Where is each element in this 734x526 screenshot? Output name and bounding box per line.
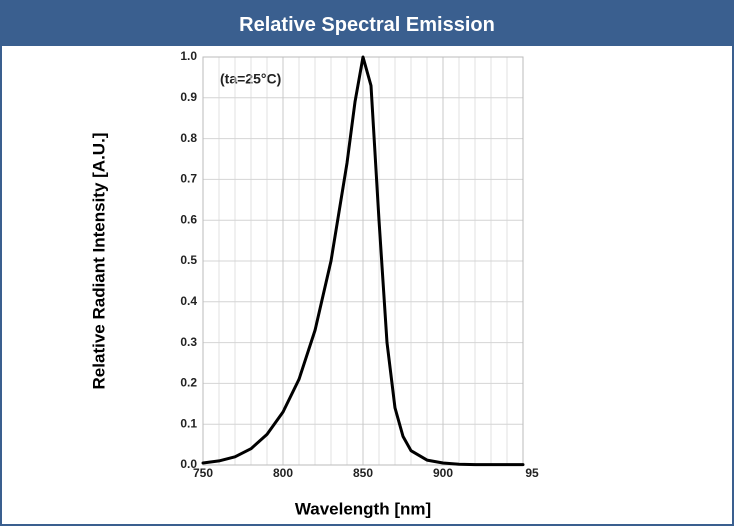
y-tick-label: 0.2: [180, 376, 197, 390]
y-axis-label: Relative Radiant Intensity [A.U.]: [89, 133, 108, 390]
x-tick-label: 95: [525, 466, 539, 480]
y-tick-label: 0.1: [180, 416, 197, 430]
y-tick-label: 0.8: [180, 131, 197, 145]
y-tick-label: 1.0: [180, 49, 197, 63]
y-tick-label: 0.9: [180, 90, 197, 104]
y-tick-label: 0.5: [180, 253, 197, 267]
x-tick-label: 900: [433, 466, 453, 480]
y-tick-label: 0.7: [180, 172, 197, 186]
y-tick-label: 0.6: [180, 212, 197, 226]
x-axis-label: Wavelength [nm]: [295, 499, 431, 518]
header-title: Relative Spectral Emission: [2, 2, 732, 46]
x-tick-label: 850: [353, 466, 373, 480]
x-tick-label: 750: [193, 466, 213, 480]
x-tick-label: 800: [273, 466, 293, 480]
line: [201, 55, 525, 467]
y-tick-label: 0.0: [180, 457, 197, 471]
y-tick-label: 0.4: [180, 294, 197, 308]
y-tick-label: 0.3: [180, 335, 197, 349]
